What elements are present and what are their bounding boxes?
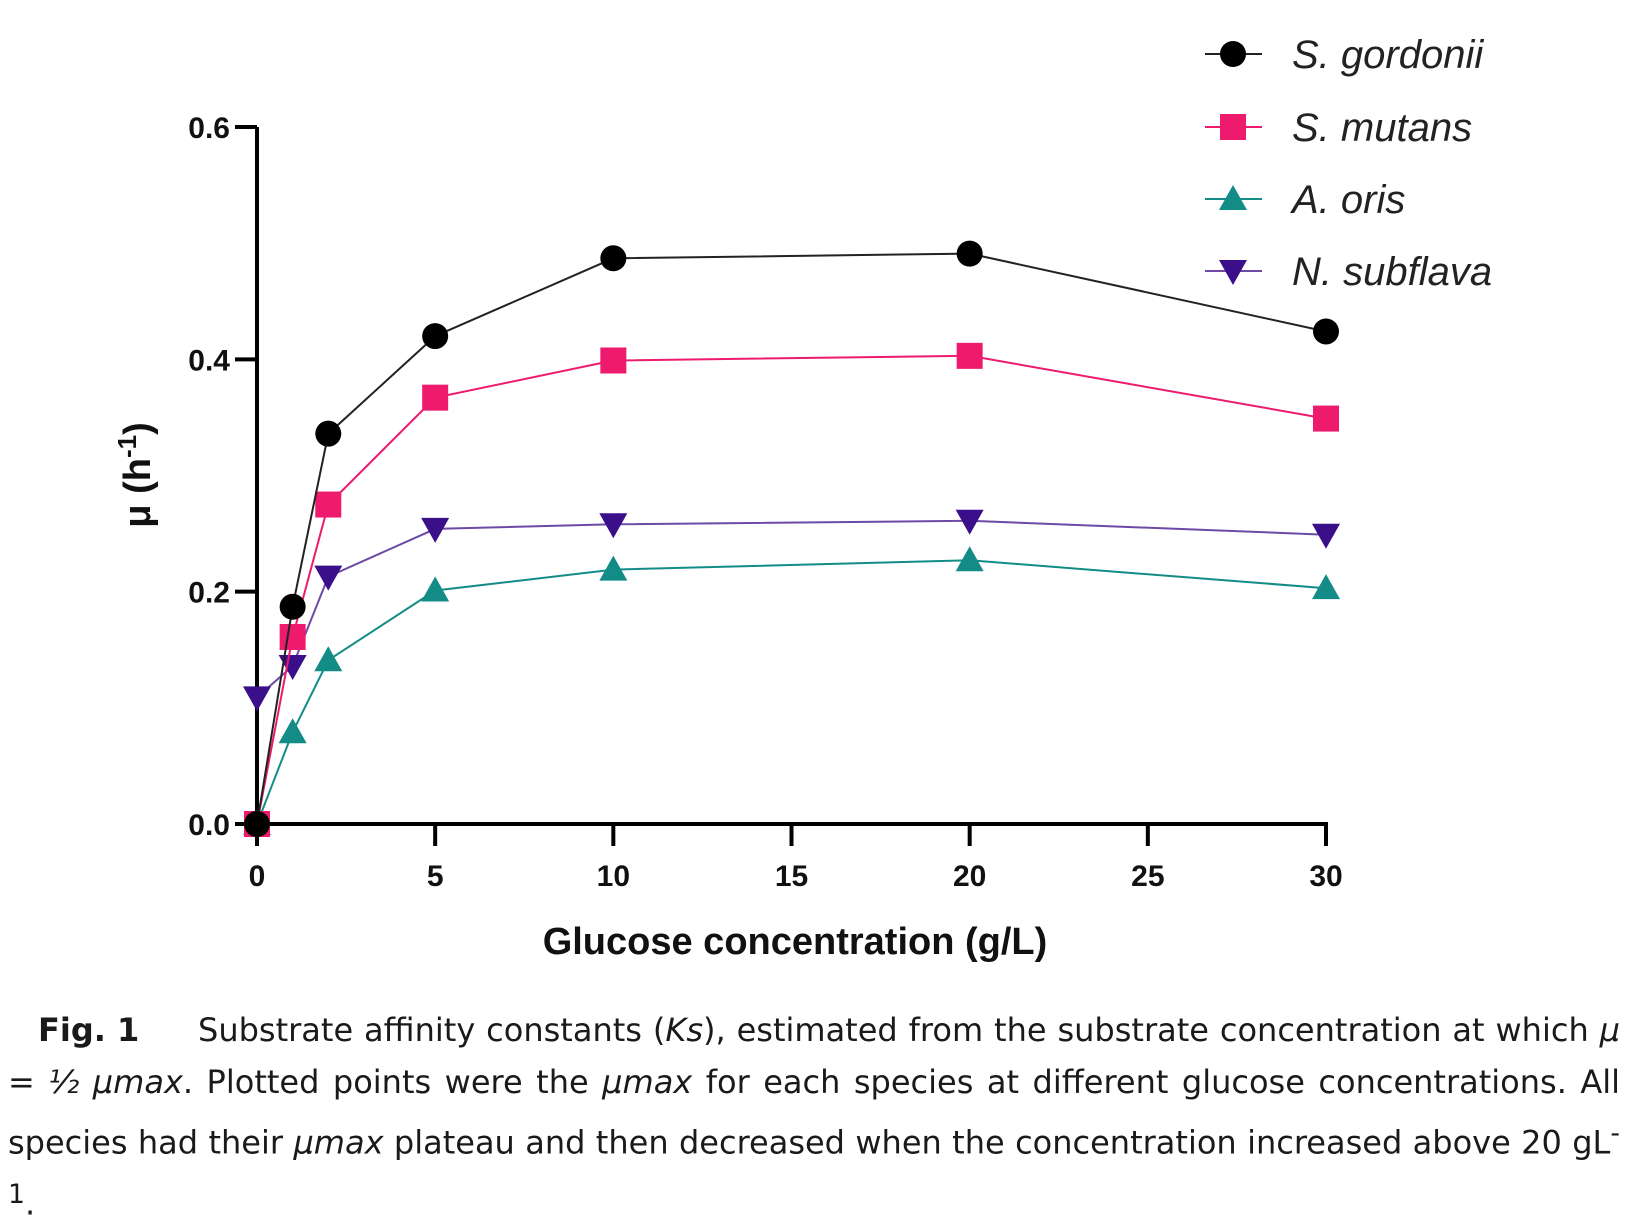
series-2 bbox=[244, 342, 1339, 837]
legend-marker bbox=[1220, 41, 1246, 67]
legend-label: S. mutans bbox=[1292, 106, 1472, 150]
legend-item-4: N. subflava bbox=[1205, 250, 1492, 294]
legend-item-1: S. gordonii bbox=[1205, 33, 1484, 77]
data-point bbox=[422, 384, 449, 411]
data-point bbox=[421, 576, 450, 602]
legend-item-2: S. mutans bbox=[1205, 106, 1472, 150]
data-point bbox=[278, 718, 307, 744]
legend-item-3: A. oris bbox=[1205, 178, 1405, 222]
data-point bbox=[421, 517, 450, 543]
data-point bbox=[279, 623, 306, 650]
figure-caption: Fig. 1 Substrate affinity constants (Ks),… bbox=[8, 1004, 1620, 1229]
legend-marker bbox=[1219, 260, 1247, 285]
data-point bbox=[422, 323, 449, 350]
x-tick-label: 25 bbox=[1131, 860, 1164, 893]
legend-label: S. gordonii bbox=[1292, 33, 1484, 77]
data-point bbox=[956, 342, 983, 369]
data-point bbox=[279, 593, 306, 620]
data-point bbox=[315, 420, 342, 447]
data-point bbox=[315, 491, 342, 518]
series-line bbox=[256, 519, 1327, 699]
x-tick-label: 10 bbox=[597, 860, 630, 893]
y-tick-label: 0.0 bbox=[188, 809, 230, 842]
data-point bbox=[1312, 574, 1340, 600]
data-point bbox=[599, 513, 628, 539]
y-tick-label: 0.4 bbox=[188, 344, 230, 377]
data-point bbox=[956, 240, 983, 267]
data-point bbox=[244, 811, 270, 837]
series-line bbox=[256, 252, 1327, 825]
x-tick-label: 30 bbox=[1309, 860, 1342, 893]
y-tick-label: 0.6 bbox=[188, 112, 230, 145]
data-point bbox=[955, 546, 984, 572]
y-axis-title: μ (h-1) bbox=[112, 422, 159, 527]
x-tick-label: 0 bbox=[249, 860, 266, 893]
series-line bbox=[256, 354, 1327, 825]
y-tick-label: 0.2 bbox=[188, 577, 230, 610]
growth-rate-chart: 0.0 0.2 0.4 0.6 0 5 10 15 20 25 30 S. gordonii S. m… bbox=[112, 33, 1492, 963]
series-1 bbox=[244, 240, 1339, 837]
data-point bbox=[1312, 523, 1340, 549]
legend-marker bbox=[1219, 185, 1247, 210]
chart-series bbox=[243, 240, 1340, 837]
x-tick-label: 15 bbox=[775, 860, 808, 893]
chart-axes: 0.0 0.2 0.4 0.6 0 5 10 15 20 25 30 bbox=[188, 112, 1342, 893]
figure-label: Fig. 1 bbox=[38, 1011, 140, 1049]
legend-label: N. subflava bbox=[1292, 250, 1492, 294]
data-point bbox=[600, 245, 627, 272]
x-tick-label: 20 bbox=[953, 860, 986, 893]
series-4 bbox=[243, 509, 1340, 712]
data-point bbox=[599, 555, 628, 581]
data-point bbox=[278, 655, 307, 681]
data-point bbox=[314, 565, 343, 591]
legend-marker bbox=[1220, 114, 1246, 140]
chart-legend: S. gordonii S. mutans A. oris N. subflava bbox=[1205, 33, 1492, 294]
data-point bbox=[1313, 318, 1339, 345]
data-point bbox=[955, 509, 984, 535]
data-point bbox=[1313, 405, 1339, 432]
data-point bbox=[600, 347, 627, 374]
x-axis-title: Glucose concentration (g/L) bbox=[543, 921, 1048, 963]
data-point bbox=[314, 646, 343, 672]
x-tick-label: 5 bbox=[427, 860, 444, 893]
data-point bbox=[243, 686, 271, 712]
legend-label: A. oris bbox=[1290, 178, 1405, 222]
series-line bbox=[256, 559, 1327, 825]
series-3 bbox=[243, 546, 1340, 835]
